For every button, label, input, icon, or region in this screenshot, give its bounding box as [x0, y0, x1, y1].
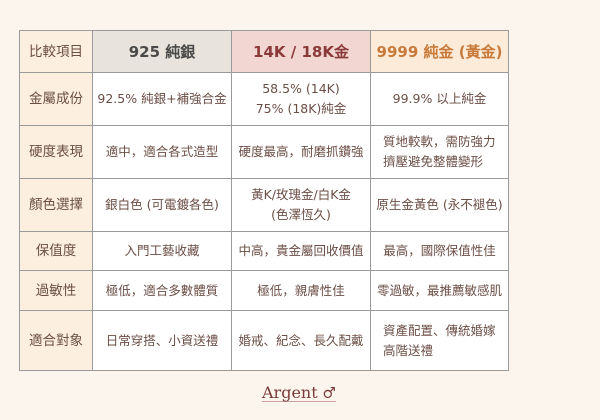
table-cell: 適中，適合各式造型	[92, 125, 232, 179]
table-cell: 資產配置、傳統婚嫁 高階送禮	[370, 310, 509, 371]
table-cell: 質地較軟，需防強力 擠壓避免整體變形	[370, 125, 509, 179]
table-cell: 中高，貴金屬回收價值	[231, 231, 371, 271]
table-cell: 92.5% 純銀+補強合金	[92, 72, 232, 126]
table-cell: 銀白色 (可電鍍各色)	[92, 178, 232, 232]
table-row: 硬度表現 適中，適合各式造型 硬度最高，耐磨抓鑽強 質地較軟，需防強力 擠壓避免整體變…	[19, 125, 509, 179]
table-cell: 極低，親膚性佳	[231, 270, 371, 311]
row-label: 保值度	[19, 231, 93, 271]
comparison-table: 比較項目 925 純銀 14K / 18K金 9999 純金 (黃金) 金屬成份…	[19, 30, 509, 371]
table-cell: 零過敏，最推薦敏感肌	[370, 270, 509, 311]
table-cell: 最高，國際保值性佳	[370, 231, 509, 271]
argent-logo: Argent ♂	[262, 383, 336, 402]
row-label: 硬度表現	[19, 125, 93, 179]
table-cell: 婚戒、紀念、長久配戴	[231, 310, 371, 371]
table-cell: 黃K/玫瑰金/白K金 (色澤恆久)	[231, 178, 371, 232]
row-label: 金屬成份	[19, 72, 93, 126]
table-row: 顏色選擇 銀白色 (可電鍍各色) 黃K/玫瑰金/白K金 (色澤恆久) 原生金黃色 (永…	[19, 178, 509, 232]
logo-text: Argent	[262, 383, 318, 402]
table-cell: 極低，適合多數體質	[92, 270, 232, 311]
table-cell: 日常穿搭、小資送禮	[92, 310, 232, 371]
table-cell: 硬度最高，耐磨抓鑽強	[231, 125, 371, 179]
header-14k-18k-gold: 14K / 18K金	[231, 30, 371, 73]
header-9999-gold: 9999 純金 (黃金)	[370, 30, 509, 73]
table-row: 金屬成份 92.5% 純銀+補強合金 58.5% (14K) 75% (18K)純金…	[19, 72, 509, 126]
table-cell: 入門工藝收藏	[92, 231, 232, 271]
header-925-silver: 925 純銀	[92, 30, 232, 73]
table-cell: 原生金黃色 (永不褪色)	[370, 178, 509, 232]
table-row: 保值度 入門工藝收藏 中高，貴金屬回收價值 最高，國際保值性佳	[19, 231, 509, 271]
row-label: 適合對象	[19, 310, 93, 371]
row-label: 過敏性	[19, 270, 93, 311]
header-compare-item: 比較項目	[19, 30, 93, 73]
table-row: 適合對象 日常穿搭、小資送禮 婚戒、紀念、長久配戴 資產配置、傳統婚嫁 高階送禮	[19, 310, 509, 371]
header-row: 比較項目 925 純銀 14K / 18K金 9999 純金 (黃金)	[19, 30, 509, 73]
table-cell: 99.9% 以上純金	[370, 72, 509, 126]
table-row: 過敏性 極低，適合多數體質 極低，親膚性佳 零過敏，最推薦敏感肌	[19, 270, 509, 311]
table-cell: 58.5% (14K) 75% (18K)純金	[231, 72, 371, 126]
row-label: 顏色選擇	[19, 178, 93, 232]
